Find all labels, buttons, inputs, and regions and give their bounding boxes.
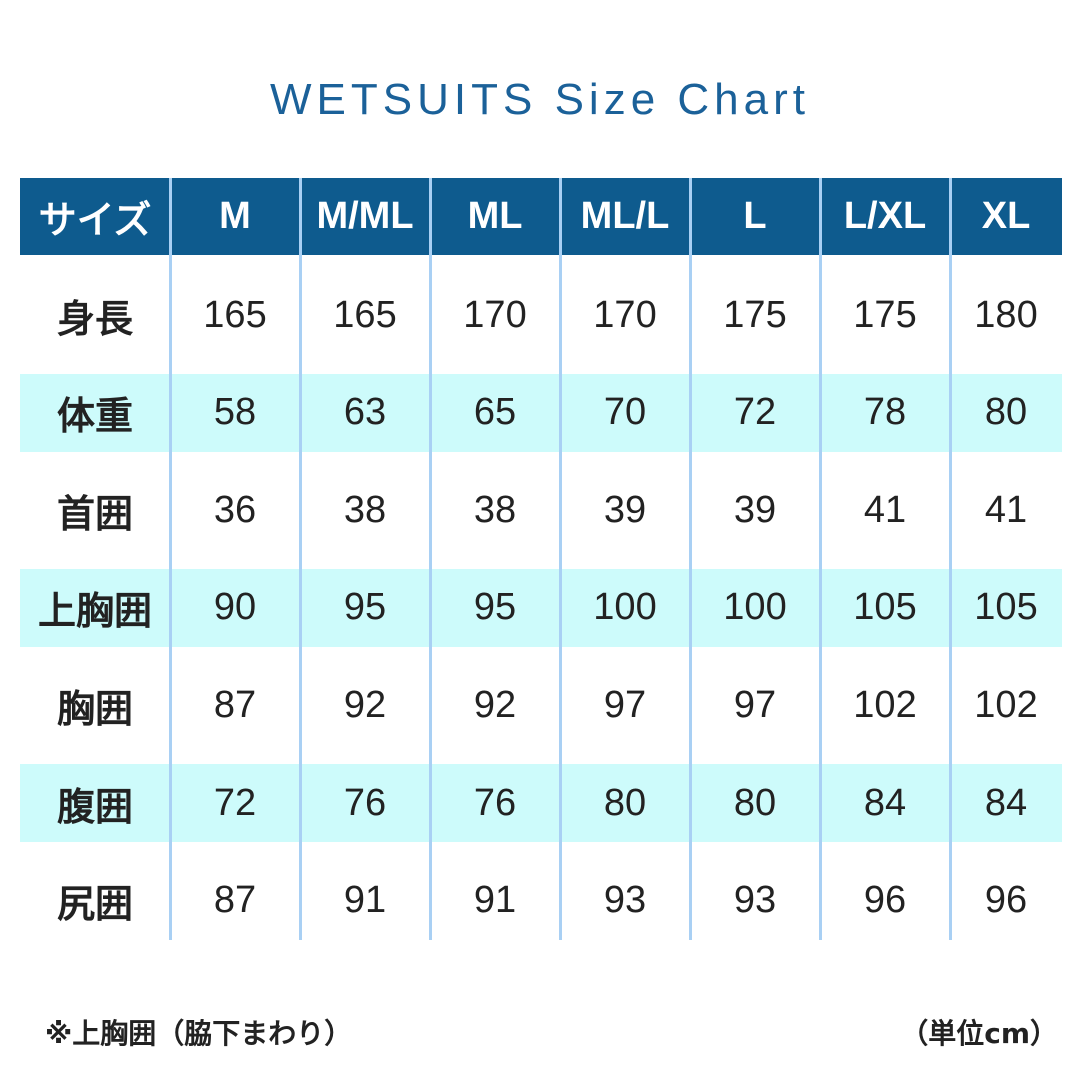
header-cell: L/XL bbox=[843, 195, 927, 237]
table-cell: 76 bbox=[473, 781, 517, 824]
table-cell: 78 bbox=[863, 391, 907, 434]
column-separator bbox=[949, 178, 952, 940]
table-cell: 165 bbox=[203, 293, 267, 336]
table-cell: 63 bbox=[343, 391, 387, 434]
table-cell: 58 bbox=[213, 391, 257, 434]
table-cell: 91 bbox=[343, 879, 387, 922]
column-separator bbox=[299, 178, 302, 940]
table-cell: 80 bbox=[603, 781, 647, 824]
table-cell: 87 bbox=[213, 683, 257, 726]
table-cell: 87 bbox=[213, 879, 257, 922]
header-band bbox=[20, 178, 1062, 255]
table-cell: 93 bbox=[733, 879, 777, 922]
table-cell: 100 bbox=[723, 586, 787, 629]
table-cell: 41 bbox=[863, 488, 907, 531]
table-cell: 80 bbox=[733, 781, 777, 824]
table-cell: 102 bbox=[853, 683, 917, 726]
table-cell: 84 bbox=[984, 781, 1028, 824]
table-cell: 180 bbox=[974, 293, 1038, 336]
row-label: 体重 bbox=[56, 396, 133, 439]
row-label: 胸囲 bbox=[56, 688, 133, 731]
header-cell: M/ML bbox=[316, 195, 414, 237]
row-label: 上胸囲 bbox=[37, 591, 152, 634]
table-cell: 38 bbox=[343, 488, 387, 531]
table-cell: 92 bbox=[343, 683, 387, 726]
column-separator bbox=[559, 178, 562, 940]
table-cell: 92 bbox=[473, 683, 517, 726]
table-cell: 80 bbox=[984, 391, 1028, 434]
table-cell: 39 bbox=[733, 488, 777, 531]
table-cell: 96 bbox=[863, 879, 907, 922]
row-band bbox=[20, 373, 1062, 452]
table-cell: 76 bbox=[343, 781, 387, 824]
table-cell: 70 bbox=[603, 391, 647, 434]
table-cell: 38 bbox=[473, 488, 517, 531]
table-cell: 100 bbox=[593, 586, 657, 629]
column-separator bbox=[689, 178, 692, 940]
table-cell: 165 bbox=[333, 293, 397, 336]
column-separator bbox=[819, 178, 822, 940]
table-cell: 36 bbox=[213, 488, 257, 531]
row-label: 尻囲 bbox=[56, 884, 133, 927]
unit-note: （単位cm） bbox=[900, 1017, 1058, 1050]
title: WETSUITS Size Chart bbox=[270, 75, 810, 124]
table-cell: 170 bbox=[593, 293, 657, 336]
header-cell: サイズ bbox=[38, 200, 152, 242]
table-cell: 95 bbox=[473, 586, 517, 629]
row-label: 首囲 bbox=[56, 493, 133, 536]
table-cell: 97 bbox=[603, 683, 647, 726]
table-cell: 170 bbox=[463, 293, 527, 336]
table-cell: 72 bbox=[213, 781, 257, 824]
table-cell: 84 bbox=[863, 781, 907, 824]
table-cell: 72 bbox=[733, 391, 777, 434]
table-cell: 105 bbox=[974, 586, 1038, 629]
header-cell: ML bbox=[467, 195, 523, 237]
header-cell: ML/L bbox=[580, 195, 670, 237]
table-cell: 93 bbox=[603, 879, 647, 922]
column-separator bbox=[429, 178, 432, 940]
table-cell: 90 bbox=[213, 586, 257, 629]
footnote: ※上胸囲（脇下まわり） bbox=[45, 1017, 353, 1050]
table-cell: 97 bbox=[733, 683, 777, 726]
row-band bbox=[20, 568, 1062, 647]
table-cell: 105 bbox=[853, 586, 917, 629]
table-cell: 91 bbox=[473, 879, 517, 922]
table-cell: 41 bbox=[984, 488, 1028, 531]
row-label: 身長 bbox=[56, 298, 133, 341]
table-cell: 95 bbox=[343, 586, 387, 629]
table-cell: 65 bbox=[473, 391, 517, 434]
header-cell: L bbox=[743, 195, 767, 237]
table-cell: 96 bbox=[984, 879, 1028, 922]
table-cell: 175 bbox=[723, 293, 787, 336]
header-cell: M bbox=[219, 195, 251, 237]
header-cell: XL bbox=[981, 195, 1031, 237]
table-cell: 102 bbox=[974, 683, 1038, 726]
table-cell: 175 bbox=[853, 293, 917, 336]
column-separator bbox=[169, 178, 172, 940]
row-band bbox=[20, 764, 1062, 842]
table-cell: 39 bbox=[603, 488, 647, 531]
row-label: 腹囲 bbox=[56, 786, 133, 829]
